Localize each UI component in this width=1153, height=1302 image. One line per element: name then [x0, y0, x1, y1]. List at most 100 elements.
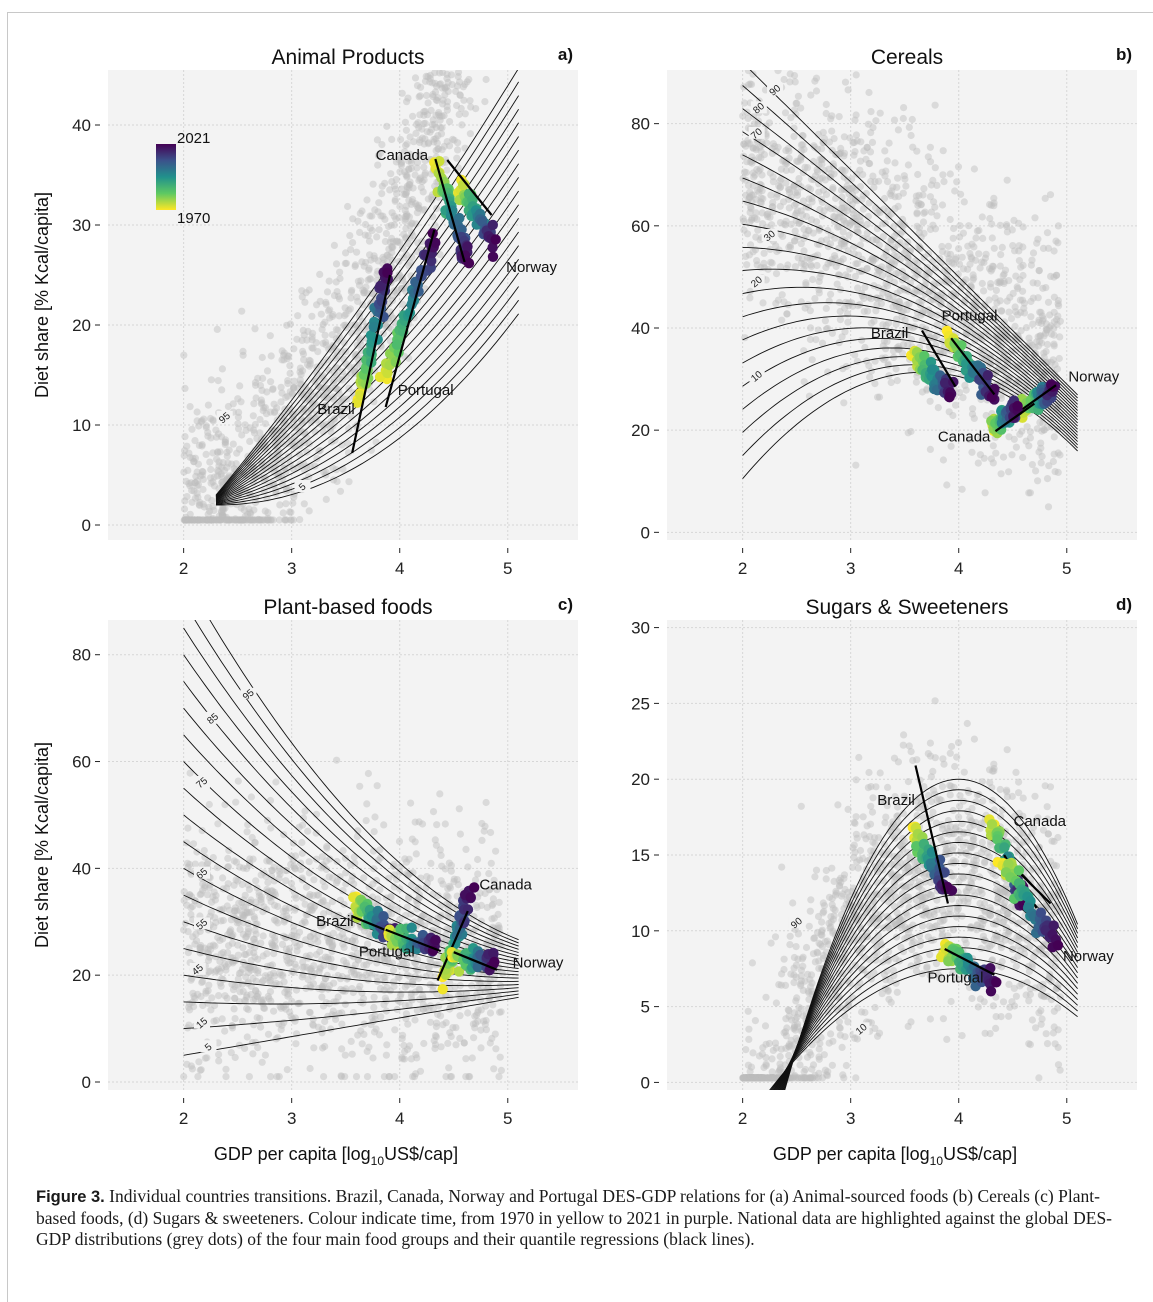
global-dot: [815, 189, 822, 196]
country-point: [944, 392, 954, 402]
global-dot: [823, 191, 830, 198]
global-dot: [303, 337, 310, 344]
global-dot: [383, 252, 390, 259]
country-point: [488, 948, 498, 958]
global-dot: [446, 860, 453, 867]
global-dot: [1020, 223, 1027, 230]
global-dot: [998, 307, 1005, 314]
global-dot: [326, 314, 333, 321]
global-dot: [296, 516, 303, 523]
global-dot: [250, 412, 257, 419]
global-dot: [444, 138, 451, 145]
global-dot: [778, 166, 785, 173]
global-dot: [769, 260, 776, 267]
global-dot: [326, 873, 333, 880]
global-dot: [894, 377, 901, 384]
global-dot: [813, 75, 820, 82]
global-dot: [807, 324, 814, 331]
global-dot: [469, 1054, 476, 1061]
global-dot: [886, 140, 893, 147]
global-dot: [813, 218, 820, 225]
global-dot: [755, 154, 762, 161]
global-dot: [1056, 333, 1063, 340]
global-dot: [230, 400, 237, 407]
global-dot: [489, 902, 496, 909]
global-dot: [452, 1041, 459, 1048]
global-dot: [249, 834, 256, 841]
global-dot: [894, 175, 901, 182]
global-dot: [320, 1073, 327, 1080]
global-dot: [938, 243, 945, 250]
global-dot: [950, 260, 957, 267]
global-dot: [189, 933, 196, 940]
global-dot: [214, 820, 221, 827]
global-dot: [363, 817, 370, 824]
global-dot: [251, 913, 258, 920]
global-dot: [747, 159, 754, 166]
global-dot: [411, 1073, 418, 1080]
global-dot: [1051, 433, 1058, 440]
global-dot: [999, 244, 1006, 251]
global-dot: [993, 287, 1000, 294]
global-dot: [376, 226, 383, 233]
global-dot: [746, 251, 753, 258]
global-dot: [333, 260, 340, 267]
global-dot: [1054, 239, 1061, 246]
global-dot: [357, 337, 364, 344]
global-dot: [1035, 333, 1042, 340]
global-dot: [276, 1073, 283, 1080]
global-dot: [791, 237, 798, 244]
global-dot: [1006, 294, 1013, 301]
global-dot: [252, 877, 259, 884]
global-dot: [483, 799, 490, 806]
country-label: Brazil: [316, 913, 354, 930]
global-dot: [269, 887, 276, 894]
global-dot: [306, 286, 313, 293]
global-dot: [427, 1019, 434, 1026]
global-dot: [245, 1006, 252, 1013]
global-dot: [997, 263, 1004, 270]
global-dot: [842, 79, 849, 86]
global-dot: [340, 322, 347, 329]
global-dot: [271, 409, 278, 416]
global-dot: [392, 196, 399, 203]
global-dot: [495, 1073, 502, 1080]
global-dot: [338, 1073, 345, 1080]
country-point: [464, 258, 474, 268]
global-dot: [781, 221, 788, 228]
global-dot: [891, 159, 898, 166]
global-dot: [961, 198, 968, 205]
global-dot: [446, 883, 453, 890]
global-dot: [997, 279, 1004, 286]
global-dot: [370, 181, 377, 188]
global-dot: [1051, 318, 1058, 325]
global-dot: [427, 875, 434, 882]
country-point: [392, 340, 402, 350]
global-dot: [310, 876, 317, 883]
global-dot: [357, 210, 364, 217]
global-dot: [402, 119, 409, 126]
global-dot: [326, 982, 333, 989]
global-dot: [189, 455, 196, 462]
global-dot: [391, 871, 398, 878]
country-point: [462, 241, 472, 251]
global-dot: [454, 82, 461, 89]
global-dot: [813, 262, 820, 269]
global-dot: [857, 183, 864, 190]
global-dot: [278, 390, 285, 397]
global-dot: [218, 983, 225, 990]
global-dot: [432, 836, 439, 843]
global-dot: [959, 394, 966, 401]
global-dot: [244, 828, 251, 835]
global-dot: [201, 847, 208, 854]
global-dot: [207, 1006, 214, 1013]
global-dot: [970, 274, 977, 281]
country-label: Norway: [506, 259, 557, 276]
global-dot: [437, 1012, 444, 1019]
global-dot: [401, 1048, 408, 1055]
global-dot: [947, 251, 954, 258]
global-dot: [414, 82, 421, 89]
global-dot: [1040, 315, 1047, 322]
x-tick-label: 2: [179, 1109, 188, 1128]
